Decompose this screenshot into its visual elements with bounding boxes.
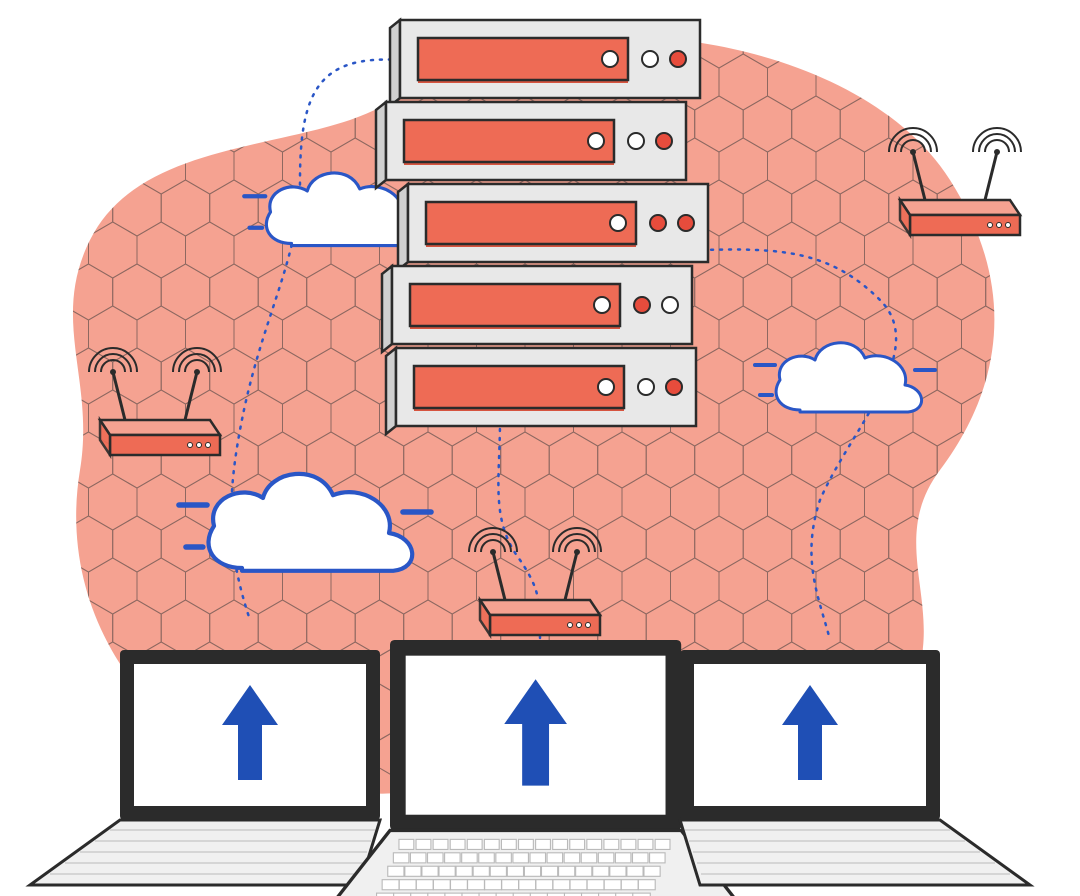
network-infographic bbox=[0, 0, 1080, 896]
server-unit-1 bbox=[376, 102, 686, 188]
server-led-icon bbox=[678, 215, 694, 231]
server-led-icon bbox=[628, 133, 644, 149]
laptop-icon-0 bbox=[30, 650, 380, 885]
server-led-icon bbox=[634, 297, 650, 313]
server-led-icon bbox=[662, 297, 678, 313]
server-unit-0 bbox=[390, 20, 700, 106]
server-unit-3 bbox=[382, 266, 692, 352]
laptop-icon-2 bbox=[680, 650, 1030, 885]
server-led-icon bbox=[656, 133, 672, 149]
server-led-icon bbox=[638, 379, 654, 395]
keyboard bbox=[377, 839, 670, 896]
server-led-icon bbox=[650, 215, 666, 231]
server-stack bbox=[376, 20, 708, 434]
server-unit-2 bbox=[398, 184, 708, 270]
server-led-icon bbox=[670, 51, 686, 67]
server-led-icon bbox=[666, 379, 682, 395]
server-led-icon bbox=[642, 51, 658, 67]
server-unit-4 bbox=[386, 348, 696, 434]
